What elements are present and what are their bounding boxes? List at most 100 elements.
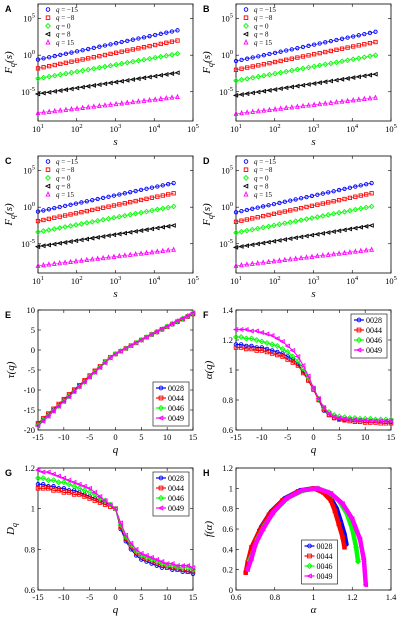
data-point — [304, 204, 309, 210]
x-tick-label: 104 — [346, 275, 359, 286]
data-point — [347, 195, 353, 201]
data-point — [175, 93, 180, 100]
data-point — [288, 208, 293, 213]
series-line — [37, 206, 174, 233]
data-point — [290, 360, 296, 365]
series — [233, 191, 374, 224]
data-point — [57, 71, 64, 78]
data-point — [266, 71, 273, 78]
y-axis-label: Dq — [5, 523, 19, 536]
x-tick-label: 1.2 — [347, 592, 358, 602]
y-tick-label: 105 — [221, 165, 233, 176]
y-tick-label: 100 — [23, 201, 35, 212]
data-point — [35, 229, 41, 235]
data-point — [269, 341, 276, 348]
x-tick-label: 10 — [163, 592, 172, 602]
data-point — [89, 218, 96, 225]
data-point — [319, 230, 325, 236]
x-tick-label: 0 — [311, 432, 315, 442]
data-point — [175, 38, 180, 43]
data-point — [68, 212, 73, 217]
data-point — [233, 67, 239, 72]
data-point — [275, 349, 280, 355]
y-tick-label: 0.4 — [222, 544, 233, 554]
data-point — [169, 39, 175, 44]
data-point — [284, 349, 291, 355]
data-point — [97, 53, 102, 59]
data-point — [283, 104, 289, 111]
data-point — [65, 394, 72, 400]
y-tick-label: 1 — [229, 365, 233, 375]
data-point — [244, 346, 249, 352]
data-point — [237, 327, 244, 332]
legend-marker — [45, 15, 51, 20]
data-point — [133, 198, 138, 204]
data-point — [106, 254, 111, 260]
data-point — [358, 247, 364, 254]
data-point — [45, 242, 51, 248]
legend-marker — [157, 404, 165, 412]
data-point — [35, 262, 41, 268]
data-point — [40, 90, 46, 96]
y-tick-label: 10-5 — [21, 238, 35, 249]
data-point — [169, 561, 175, 567]
data-point — [293, 197, 298, 202]
data-point — [356, 43, 361, 48]
data-point — [50, 471, 56, 477]
legend-marker — [243, 22, 249, 29]
data-point — [310, 81, 317, 86]
y-tick-label: 1.2 — [222, 463, 233, 473]
data-point — [46, 216, 52, 222]
legend-label: 0044 — [366, 326, 382, 335]
series — [232, 71, 378, 98]
series-line — [37, 30, 178, 60]
y-axis-label: τ(q) — [5, 361, 17, 378]
data-point — [339, 58, 345, 65]
data-point — [78, 237, 84, 243]
data-point — [270, 238, 277, 244]
data-point — [73, 85, 80, 91]
data-point — [57, 88, 63, 93]
data-point — [107, 502, 113, 508]
data-point — [148, 554, 154, 560]
data-point — [108, 51, 113, 57]
data-point — [243, 570, 248, 575]
data-point — [68, 202, 73, 207]
data-point — [86, 489, 93, 496]
data-point — [86, 485, 92, 491]
y-tick-label: 0.6 — [24, 585, 35, 595]
data-point — [309, 215, 315, 221]
data-point — [51, 241, 57, 247]
data-point — [112, 79, 119, 85]
data-point — [47, 63, 52, 69]
x-tick-label: -10 — [256, 432, 267, 442]
x-tick-label: 102 — [71, 123, 83, 134]
y-tick-label: 0.6 — [222, 425, 233, 435]
data-point — [91, 103, 97, 109]
data-point — [362, 582, 369, 588]
data-point — [387, 418, 394, 424]
data-point — [369, 180, 374, 186]
data-point — [314, 214, 321, 220]
data-point — [280, 354, 285, 359]
data-point — [277, 86, 283, 92]
data-point — [258, 330, 265, 335]
legend-marker — [307, 543, 312, 549]
data-point — [345, 45, 350, 50]
data-point — [58, 61, 63, 67]
data-point — [124, 59, 131, 66]
data-point — [40, 486, 46, 491]
data-point — [259, 240, 266, 246]
data-point — [35, 482, 41, 487]
x-tick-label: -5 — [86, 592, 93, 602]
data-point — [311, 63, 317, 70]
data-point — [342, 186, 347, 192]
data-point — [303, 233, 309, 239]
series — [34, 310, 196, 429]
data-point — [336, 250, 342, 256]
data-point — [243, 335, 250, 342]
data-point — [89, 235, 95, 241]
data-point — [158, 326, 165, 332]
